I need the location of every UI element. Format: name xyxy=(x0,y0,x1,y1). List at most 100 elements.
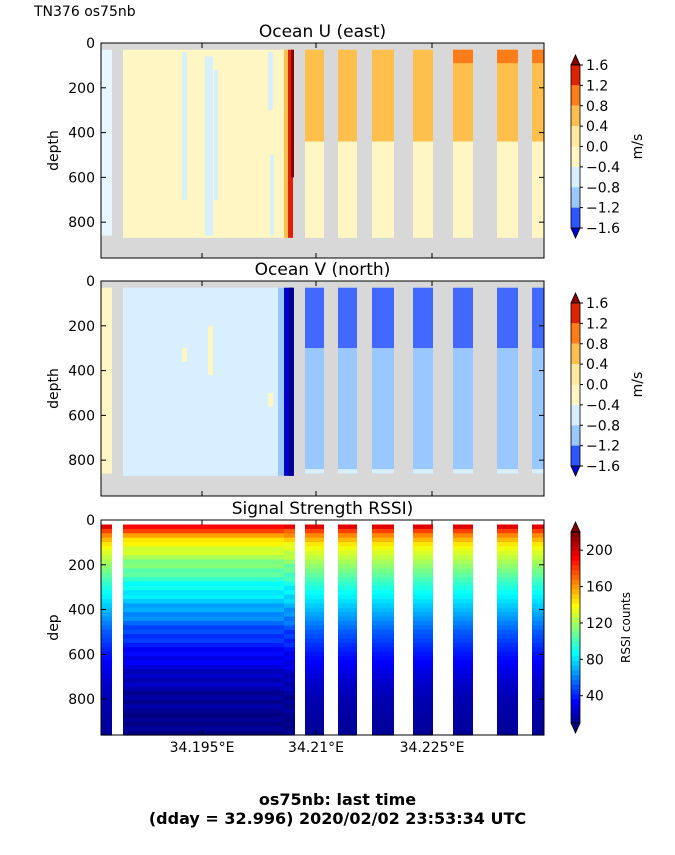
colorbar-band xyxy=(571,570,580,576)
rssi-cell xyxy=(123,568,284,574)
rssi-cell xyxy=(497,713,518,719)
rssi-cell xyxy=(101,726,112,732)
rssi-cell xyxy=(532,528,544,534)
rssi-cell xyxy=(453,528,473,534)
rssi-cell xyxy=(372,546,394,552)
rssi-cell xyxy=(123,572,284,578)
rssi-cell xyxy=(453,594,473,600)
colorbar-band xyxy=(571,343,580,365)
rssi-cell xyxy=(372,726,394,732)
rssi-cell xyxy=(101,629,112,635)
rssi-cell xyxy=(497,563,518,569)
rssi-cell xyxy=(101,528,112,534)
rssi-cell xyxy=(305,677,324,683)
rssi-cell xyxy=(284,634,295,640)
rssi-cell xyxy=(532,577,544,583)
rssi-cell xyxy=(305,642,324,648)
rssi-cell xyxy=(123,656,284,662)
v-cell xyxy=(372,287,394,349)
rssi-cell xyxy=(123,528,284,534)
rssi-cell xyxy=(497,677,518,683)
rssi-cell xyxy=(123,704,284,710)
y-tick-label: 200 xyxy=(68,81,95,97)
rssi-cell xyxy=(453,607,473,613)
rssi-cell xyxy=(123,686,284,692)
colorbar-band xyxy=(571,574,580,581)
rssi-cell xyxy=(305,528,324,534)
u-cell xyxy=(101,49,112,236)
rssi-cell xyxy=(123,563,284,569)
rssi-cell xyxy=(532,708,544,714)
rssi-cell xyxy=(413,559,433,565)
rssi-cell xyxy=(338,620,357,626)
rssi-cell xyxy=(123,603,284,609)
rssi-cell xyxy=(284,695,295,701)
colorbar-band xyxy=(571,708,580,714)
rssi-cell xyxy=(497,537,518,543)
rssi-cell xyxy=(413,664,433,670)
rssi-cell xyxy=(372,625,394,631)
rssi-cell xyxy=(497,673,518,679)
colorbar-tick-label: 0.8 xyxy=(586,337,608,353)
rssi-cell xyxy=(372,542,394,548)
rssi-cell xyxy=(123,533,284,539)
colorbar-band xyxy=(571,641,580,648)
rssi-cell xyxy=(497,607,518,613)
rssi-cell xyxy=(413,656,433,662)
rssi-cell xyxy=(305,599,324,605)
colorbar-tick-label: 200 xyxy=(586,543,613,559)
colorbar-band xyxy=(571,713,580,719)
rssi-cell xyxy=(372,713,394,719)
rssi-cell xyxy=(123,599,284,605)
rssi-cell xyxy=(413,550,433,556)
rssi-cell xyxy=(413,625,433,631)
rssi-cell xyxy=(372,537,394,543)
rssi-cell xyxy=(453,656,473,662)
rssi-cell xyxy=(338,726,357,732)
rssi-cell xyxy=(123,647,284,653)
colorbar-extend-min xyxy=(570,465,581,477)
colorbar-tick-label: 1.2 xyxy=(586,316,608,332)
rssi-cell xyxy=(497,581,518,587)
colorbar-frame xyxy=(570,531,581,724)
u-cell xyxy=(497,49,518,142)
rssi-cell xyxy=(453,599,473,605)
rssi-cell xyxy=(338,686,357,692)
rssi-cell xyxy=(372,572,394,578)
footer-caption: os75nb: last time (dday = 32.996) 2020/0… xyxy=(0,790,675,828)
rssi-cell xyxy=(123,726,284,732)
rssi-cell xyxy=(413,638,433,644)
rssi-cell xyxy=(413,647,433,653)
rssi-cell xyxy=(453,704,473,710)
rssi-cell xyxy=(413,699,433,705)
rssi-cell xyxy=(284,642,295,648)
rssi-cell xyxy=(532,704,544,710)
rssi-cell xyxy=(532,656,544,662)
rssi-cell xyxy=(413,555,433,561)
rssi-cell xyxy=(123,542,284,548)
rssi-cell xyxy=(532,533,544,539)
v-cell xyxy=(101,287,112,474)
rssi-cell xyxy=(532,594,544,600)
rssi-cell xyxy=(497,585,518,591)
v-cell xyxy=(453,287,473,349)
rssi-cell xyxy=(284,546,295,552)
rssi-cell xyxy=(372,682,394,688)
rssi-cell xyxy=(453,563,473,569)
rssi-cell xyxy=(413,708,433,714)
colorbar-band xyxy=(571,594,580,600)
colorbar-band xyxy=(571,598,580,605)
colorbar-band xyxy=(571,404,580,426)
rssi-cell xyxy=(453,533,473,539)
colorbar-band xyxy=(571,126,580,147)
rssi-cell xyxy=(532,546,544,552)
colorbar-tick-label: −1.2 xyxy=(586,201,620,217)
x-tick-label: 34.225°E xyxy=(400,740,465,756)
rssi-cell xyxy=(123,717,284,723)
rssi-cell xyxy=(338,629,357,635)
rssi-cell xyxy=(305,673,324,679)
v-cell xyxy=(532,287,544,349)
rssi-cell xyxy=(497,664,518,670)
v-cell xyxy=(413,348,433,474)
rssi-cell xyxy=(123,730,284,736)
